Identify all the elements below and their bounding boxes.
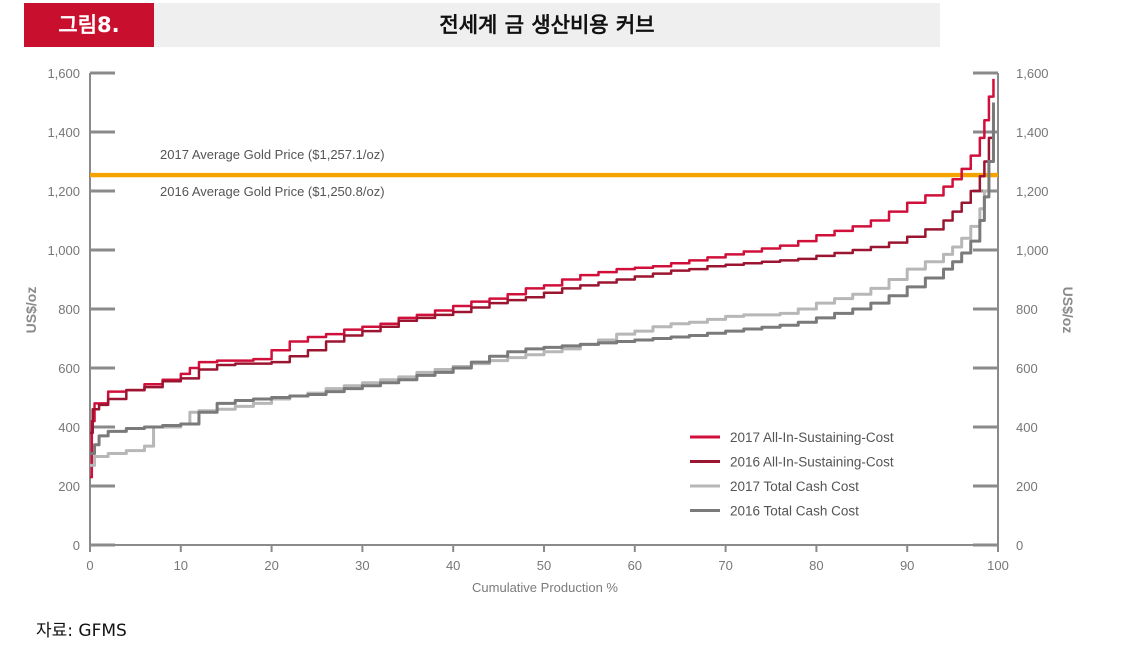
series-layer [90,78,995,479]
y-tick-label-right: 1,000 [1016,243,1049,258]
x-tick-label: 10 [174,558,188,573]
y-tick-label-left: 1,000 [47,243,80,258]
series-line-2017-all-in-sustaining-cost [90,78,995,479]
x-tick-label: 50 [537,558,551,573]
y-tick-label-left: 600 [58,361,80,376]
figure-title: 전세계 금 생산비용 커브 [439,13,655,37]
header-bar [24,3,940,47]
x-tick-label: 60 [628,558,642,573]
y-tick-label-right: 1,400 [1016,125,1049,140]
x-tick-label: 30 [355,558,369,573]
legend-label: 2016 All-In-Sustaining-Cost [730,455,894,470]
y-tick-label-left: 1,600 [47,66,80,81]
gold-price-lines: 2017 Average Gold Price ($1,257.1/oz) 201… [90,147,998,199]
x-tick-label: 40 [446,558,460,573]
x-tick-label: 70 [718,558,732,573]
y-tick-label-left: 400 [58,420,80,435]
y-tick-label-right: 1,600 [1016,66,1049,81]
y-tick-label-right: 1,200 [1016,184,1049,199]
x-tick-label: 80 [809,558,823,573]
x-tick-label: 100 [987,558,1009,573]
figure-label: 그림8. [24,3,154,47]
y-tick-label-left: 800 [58,302,80,317]
series-line-2016-total-cash-cost [90,102,995,456]
legend-label: 2017 All-In-Sustaining-Cost [730,430,894,445]
gold-price-label-2017: 2017 Average Gold Price ($1,257.1/oz) [160,147,385,162]
series-line-2017-total-cash-cost [90,117,995,467]
y-tick-label-right: 600 [1016,361,1038,376]
y-tick-label-left: 1,400 [47,125,80,140]
series-line-2016-all-in-sustaining-cost [90,108,995,435]
x-tick-label: 0 [86,558,93,573]
y-axis-label-left: US$/oz [23,287,39,334]
x-tick-label: 90 [900,558,914,573]
y-tick-label-left: 200 [58,479,80,494]
legend-label: 2016 Total Cash Cost [730,504,859,519]
legend-label: 2017 Total Cash Cost [730,479,859,494]
y-tick-label-right: 200 [1016,479,1038,494]
y-tick-label-right: 400 [1016,420,1038,435]
source-note: 자료: GFMS [36,621,127,641]
y-axis-label-right: US$/oz [1060,287,1076,334]
y-tick-label-right: 0 [1016,538,1023,553]
x-tick-label: 20 [264,558,278,573]
legend: 2017 All-In-Sustaining-Cost 2016 All-In-S… [690,430,894,519]
y-tick-label-left: 1,200 [47,184,80,199]
y-tick-label-left: 0 [73,538,80,553]
y-tick-label-right: 800 [1016,302,1038,317]
gold-price-label-2016: 2016 Average Gold Price ($1,250.8/oz) [160,184,385,199]
x-axis-label: Cumulative Production % [472,580,618,595]
